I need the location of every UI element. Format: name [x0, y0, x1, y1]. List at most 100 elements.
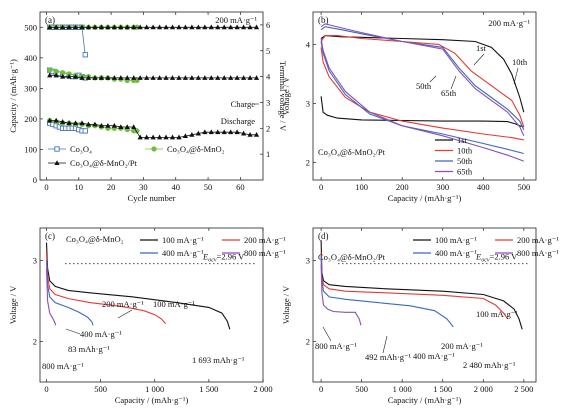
x-tick-label: 40: [171, 182, 180, 192]
y-right-tick-label: 3: [266, 97, 270, 107]
data-point: [144, 24, 150, 30]
data-point: [98, 75, 105, 80]
callout-line: [473, 53, 485, 66]
y-tick-label: 200: [24, 114, 37, 124]
x-tick-label: 1 000: [393, 384, 412, 394]
x-tick-label: 1 500: [199, 384, 218, 394]
curve-label: 1st: [476, 43, 487, 53]
x-tick-label: 30: [139, 182, 148, 192]
data-point: [215, 75, 221, 80]
data-point: [85, 75, 92, 80]
y-right-tick-label: 4: [266, 72, 271, 82]
data-point: [66, 24, 72, 30]
data-point: [144, 75, 150, 80]
data-point: [202, 24, 208, 30]
panel-subtitle: Co₃O₄@δ-MnO₂/Pt: [318, 252, 386, 262]
legend: Co₃O₄ Co₃O₄@δ-MnO₂ Co₃O₄@δ-MnO₂/Pt: [48, 144, 225, 168]
data-point: [72, 73, 79, 79]
y-right-tick-label: 2: [266, 123, 270, 133]
legend-label: 100 mA·g⁻¹: [435, 235, 477, 245]
data-point: [234, 129, 240, 135]
data-point: [79, 24, 85, 30]
data-point: [228, 24, 234, 30]
data-point: [234, 75, 240, 80]
data-point: [82, 52, 88, 58]
data-point: [208, 129, 214, 135]
data-point: [105, 75, 111, 80]
y-right-tick-label: 1: [266, 149, 270, 159]
data-point: [47, 72, 53, 78]
data-point: [131, 24, 137, 30]
x-tick-label: 2 500: [514, 384, 533, 394]
series-line-1: [320, 35, 525, 113]
series-line: [49, 26, 86, 55]
legend-label: 50th: [457, 156, 473, 166]
data-series-6: [47, 120, 88, 134]
data-point: [92, 24, 98, 30]
plot-frame: [312, 11, 537, 181]
data-series-8: [47, 117, 260, 140]
legend: 100 mA·g⁻¹ 200 mA·g⁻¹ 400 mA·g⁻¹ 800 mA·g⁻¹: [413, 235, 559, 258]
data-point: [111, 75, 117, 80]
panel-label: (c): [45, 231, 55, 241]
x-tick-label: 50: [204, 182, 213, 192]
data-point: [163, 24, 169, 30]
charge-label: Charge: [231, 99, 256, 109]
x-axis-label: Capacity / (mAh·g⁻¹): [388, 395, 462, 405]
x-axis-label: Capacity / (mAh·g⁻¹): [115, 395, 189, 405]
data-point: [131, 124, 137, 130]
rate-annotation: 200 mA·g⁻¹: [215, 15, 257, 25]
y-right-axis-label: Terminal voltage / V: [278, 61, 288, 132]
data-point: [144, 134, 150, 140]
data-point: [47, 24, 53, 30]
data-point: [182, 24, 189, 30]
legend-label: Co₃O₄: [70, 144, 92, 154]
y-tick-label: 3: [33, 255, 37, 265]
y-axis-label: Capacity / (mAh·g⁻¹): [8, 59, 18, 133]
data-point: [163, 134, 169, 140]
data-point: [156, 24, 163, 30]
data-point: [228, 75, 234, 80]
annotation: 2 480 mAh·g⁻¹: [463, 360, 516, 370]
data-point: [208, 24, 214, 30]
data-point: [137, 75, 143, 80]
chart-panel-3: 0 500 1 000 1 500 2 000 2 500 2 3 Capacity / (mA…: [281, 227, 559, 405]
data-point: [241, 75, 247, 80]
data-point: [72, 120, 79, 126]
y-tick-label: 3: [306, 98, 310, 108]
data-point: [234, 24, 240, 30]
eov-label: Eocv=2.96 V: [475, 252, 518, 264]
data-point: [66, 120, 72, 126]
y-tick-label: 2: [33, 336, 37, 346]
data-point: [156, 75, 163, 80]
eov-label: Eocv=2.96 V: [202, 252, 245, 264]
legend-marker: [54, 146, 60, 152]
panel-label: (d): [318, 231, 329, 241]
x-tick-label: 2 000: [474, 384, 493, 394]
x-axis-label: Capacity / (mAh·g⁻¹): [388, 193, 462, 203]
chart-panel-2: 0 500 1 000 1 500 2 000 2 3 Capacity / (mAh·g⁻¹…: [8, 227, 286, 405]
data-point: [247, 131, 253, 137]
data-point: [169, 24, 176, 30]
x-tick-label: 20: [107, 182, 116, 192]
rate-annotation: 200 mA·g⁻¹: [488, 18, 530, 28]
data-point: [241, 24, 247, 30]
data-point: [176, 75, 182, 80]
data-point: [221, 24, 227, 30]
data-point: [124, 75, 130, 80]
chart-panel-0: 0 10 20 30 40 50 60 0 100 200 300 400 500 Cycle numbe…: [8, 11, 288, 203]
annotation: 100 mA·g⁻¹: [476, 309, 518, 319]
data-point: [169, 75, 176, 80]
legend-label: 400 mA·g⁻¹: [435, 248, 477, 258]
plot-frame: [39, 11, 264, 181]
y-tick-label: 2: [306, 336, 310, 346]
data-point: [176, 134, 182, 140]
data-point: [118, 75, 124, 80]
data-point: [105, 24, 111, 30]
series-line-0: [45, 242, 231, 330]
data-point: [247, 75, 253, 80]
x-tick-label: 0: [319, 182, 323, 192]
data-point: [195, 130, 201, 136]
series-line-2: [320, 47, 524, 141]
